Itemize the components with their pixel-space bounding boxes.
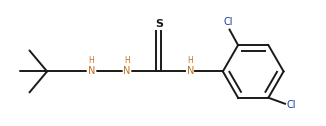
Text: N: N <box>88 66 95 76</box>
Text: N: N <box>124 66 131 76</box>
Text: Cl: Cl <box>224 17 233 27</box>
Text: N: N <box>187 66 194 76</box>
Text: Cl: Cl <box>287 100 296 110</box>
Text: H: H <box>124 56 130 65</box>
Text: S: S <box>155 19 163 29</box>
Text: H: H <box>88 56 94 65</box>
Text: H: H <box>187 56 193 65</box>
